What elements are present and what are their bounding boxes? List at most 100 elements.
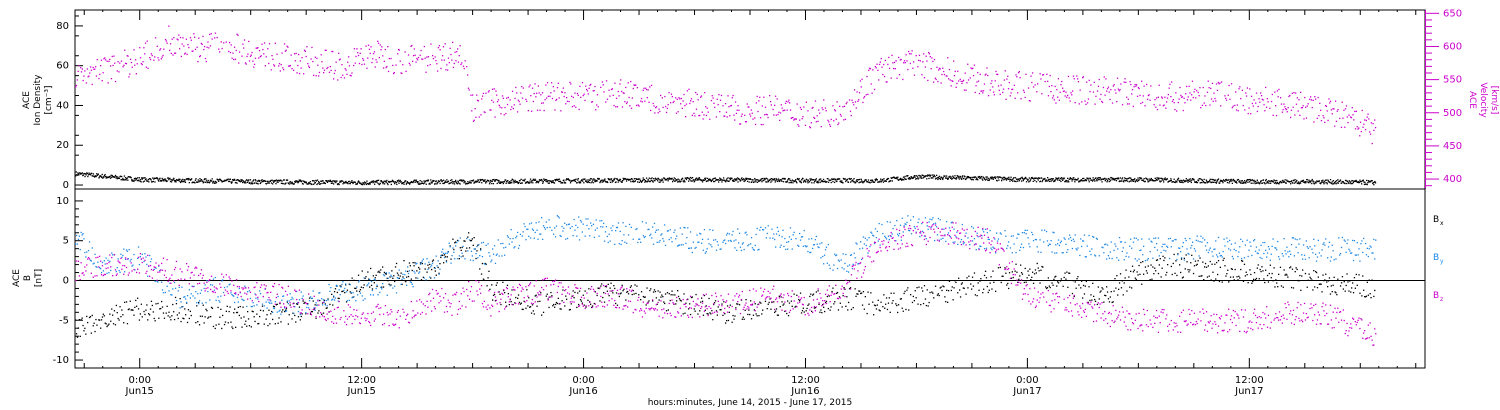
density-point: [508, 182, 510, 184]
velocity-point: [1207, 80, 1209, 82]
bx-point: [874, 305, 877, 307]
bx-point: [604, 285, 607, 288]
density-point: [521, 182, 523, 184]
velocity-point: [182, 37, 184, 39]
velocity-point: [505, 112, 507, 115]
density-point: [369, 183, 371, 185]
velocity-point: [1359, 121, 1362, 123]
density-point: [542, 181, 544, 183]
bx-point: [1076, 278, 1078, 280]
velocity-point: [696, 93, 698, 95]
velocity-point: [1172, 99, 1174, 101]
density-point: [1215, 179, 1217, 181]
velocity-point: [297, 64, 299, 67]
bx-point: [750, 300, 752, 302]
density-point: [123, 175, 126, 177]
bx-point: [1015, 263, 1017, 265]
velocity-point: [447, 57, 450, 59]
density-point: [242, 181, 244, 184]
bx-point: [439, 263, 441, 265]
velocity-point: [777, 113, 779, 116]
velocity-point: [412, 60, 414, 62]
bx-point: [1117, 294, 1119, 296]
density-point: [77, 172, 79, 174]
velocity-point: [668, 92, 670, 94]
bx-point: [230, 321, 232, 323]
density-point: [272, 180, 274, 182]
velocity-point: [379, 44, 381, 46]
velocity-point: [1013, 84, 1015, 86]
density-point: [1268, 182, 1270, 184]
density-point: [463, 180, 466, 182]
velocity-point: [424, 57, 426, 59]
velocity-point: [311, 46, 313, 49]
velocity-point: [912, 67, 914, 69]
velocity-point: [1135, 85, 1137, 87]
velocity-point: [383, 60, 385, 62]
bx-point: [384, 273, 387, 275]
velocity-point: [420, 49, 422, 52]
density-point: [1236, 182, 1238, 184]
velocity-point: [899, 59, 901, 61]
bx-point: [218, 323, 220, 325]
density-point: [1079, 180, 1081, 183]
density-point: [754, 179, 756, 181]
velocity-point: [892, 62, 894, 64]
velocity-point: [1027, 87, 1030, 89]
bx-point: [408, 262, 411, 264]
bx-point: [1198, 275, 1200, 277]
velocity-point: [228, 50, 230, 53]
density-point: [239, 181, 242, 183]
density-point: [119, 175, 122, 177]
bx-point: [523, 300, 525, 302]
density-point: [731, 177, 733, 179]
bx-point: [106, 325, 108, 328]
velocity-point: [606, 98, 609, 100]
velocity-point: [1086, 102, 1089, 104]
velocity-point: [630, 80, 632, 83]
velocity-point: [788, 99, 790, 101]
bx-point: [903, 292, 905, 295]
bx-point: [431, 260, 434, 262]
bx-point: [1035, 272, 1037, 274]
bx-point: [622, 290, 624, 292]
density-point: [1344, 182, 1346, 185]
density-point: [469, 180, 471, 182]
density-point: [991, 176, 993, 178]
density-point: [834, 181, 836, 184]
bx-point: [729, 304, 731, 306]
bx-point: [341, 290, 343, 293]
density-point: [348, 180, 350, 182]
density-point: [1253, 179, 1255, 181]
bx-point: [933, 297, 935, 299]
velocity-point: [1199, 87, 1201, 89]
density-y-tick-label: 40: [56, 100, 69, 111]
velocity-point: [387, 70, 390, 73]
density-point: [654, 177, 657, 179]
velocity-point: [740, 115, 743, 117]
bx-point: [1232, 276, 1234, 278]
density-point: [787, 178, 790, 180]
density-point: [497, 179, 499, 181]
density-point: [508, 181, 511, 183]
bx-point: [117, 317, 119, 320]
density-point: [268, 182, 270, 184]
velocity-point: [1018, 71, 1020, 73]
density-point: [346, 181, 349, 184]
density-point: [907, 177, 909, 179]
density-point: [1154, 180, 1156, 182]
density-point: [1128, 177, 1130, 179]
density-point: [114, 175, 116, 178]
density-point: [856, 180, 858, 183]
density-point: [1068, 181, 1070, 183]
bx-point: [742, 316, 744, 318]
velocity-point: [875, 67, 877, 69]
density-point: [207, 181, 209, 183]
bx-point: [808, 303, 810, 305]
bx-point: [203, 322, 205, 324]
velocity-point: [633, 84, 635, 86]
bx-point: [1241, 260, 1243, 262]
density-point: [1221, 180, 1223, 182]
velocity-point: [166, 42, 168, 44]
